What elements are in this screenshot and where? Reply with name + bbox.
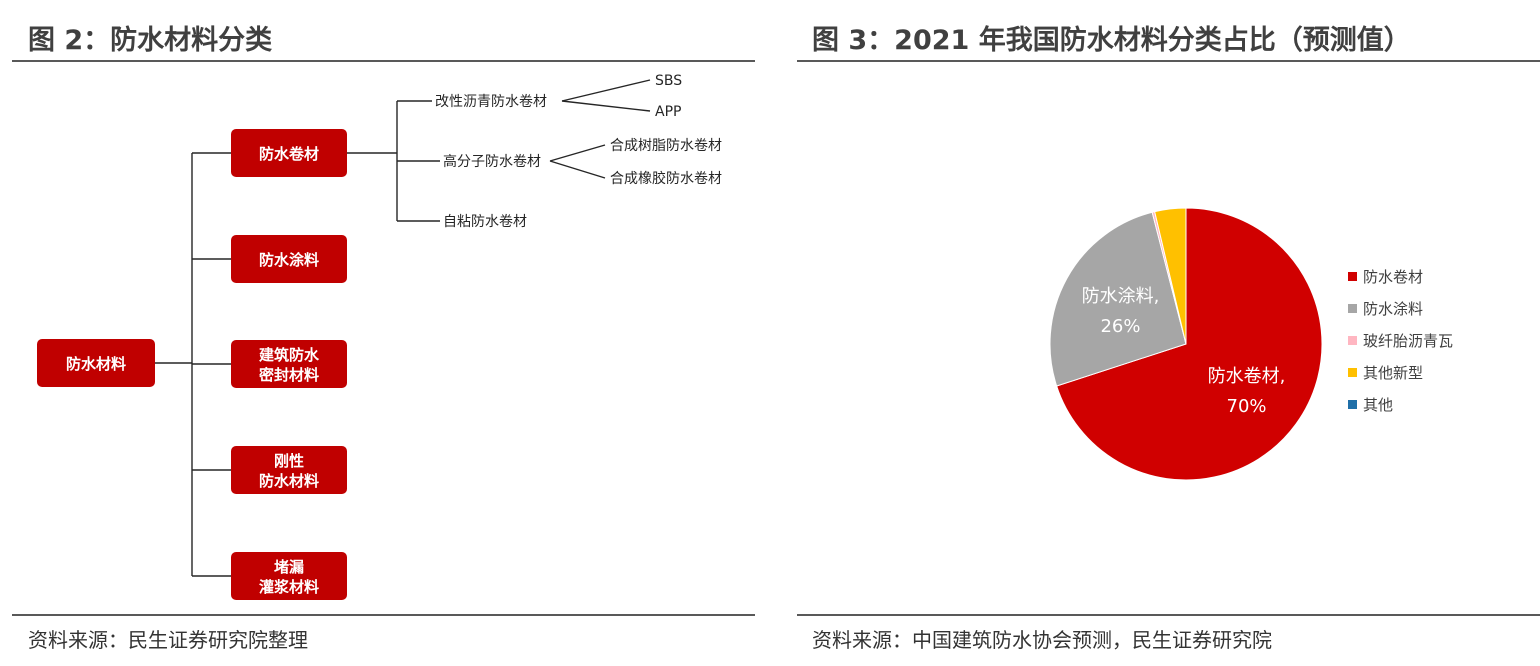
category-box-rigid: 刚性 防水材料 xyxy=(231,446,347,494)
category-label: 堵漏 xyxy=(274,558,304,576)
pie-slice xyxy=(1049,211,1187,387)
pie-slice-value: 26% xyxy=(1100,316,1140,337)
category-box-membrane: 防水卷材 xyxy=(231,129,347,177)
left-source-note: 资料来源：民生证券研究院整理 xyxy=(28,628,308,652)
root-label: 防水材料 xyxy=(66,355,126,373)
pie-slice xyxy=(1056,207,1323,481)
subtype-synthetic-rubber: 合成橡胶防水卷材 xyxy=(610,170,722,187)
right-panel-title: 图 3：2021 年我国防水材料分类占比（预测值） xyxy=(812,25,1411,56)
legend-swatch xyxy=(1348,272,1357,281)
category-label-line2: 灌浆材料 xyxy=(259,578,319,596)
pie-slice xyxy=(1154,207,1187,345)
legend-swatch xyxy=(1348,336,1357,345)
subtype-sbs: SBS xyxy=(655,73,682,89)
category-label: 防水卷材 xyxy=(259,145,319,163)
root-box: 防水材料 xyxy=(37,339,155,387)
category-box-grouting: 堵漏 灌浆材料 xyxy=(231,552,347,600)
category-box-coating: 防水涂料 xyxy=(231,235,347,283)
legend-label: 其他新型 xyxy=(1363,364,1423,382)
category-label: 防水涂料 xyxy=(259,251,319,269)
pie-chart: 防水卷材, 70% 防水涂料, 26% xyxy=(1049,207,1323,481)
left-panel-title: 图 2：防水材料分类 xyxy=(28,25,273,56)
pie-slice-label: 防水卷材, xyxy=(1208,366,1286,387)
category-label: 建筑防水 xyxy=(259,346,320,364)
classification-diagram: 防水材料 防水卷材 防水涂料 建筑防水 密封材料 刚性 防水材料 堵漏 灌浆材料… xyxy=(37,73,722,600)
right-top-rule xyxy=(797,60,1540,62)
category-label-line2: 密封材料 xyxy=(259,366,319,384)
legend-label: 防水涂料 xyxy=(1363,300,1423,318)
legend-label: 其他 xyxy=(1363,396,1393,414)
right-source-note: 资料来源：中国建筑防水协会预测，民生证券研究院 xyxy=(812,628,1272,652)
legend-swatch xyxy=(1348,400,1357,409)
category-label-line2: 防水材料 xyxy=(259,472,319,490)
subtype-synthetic-resin: 合成树脂防水卷材 xyxy=(610,138,722,154)
pie-slice-value: 70% xyxy=(1227,396,1267,417)
legend-swatch xyxy=(1348,304,1357,313)
membrane-type-polymer: 高分子防水卷材 xyxy=(443,153,541,170)
subtype-app: APP xyxy=(655,104,681,120)
legend-swatch xyxy=(1348,368,1357,377)
left-top-rule xyxy=(12,60,755,62)
left-bottom-rule xyxy=(12,614,755,616)
right-bottom-rule xyxy=(797,614,1540,616)
pie-slice-label: 防水涂料, xyxy=(1082,286,1160,307)
category-box-sealant: 建筑防水 密封材料 xyxy=(231,340,347,388)
legend-label: 防水卷材 xyxy=(1363,268,1423,286)
diagram-connectors xyxy=(155,79,651,577)
category-label: 刚性 xyxy=(274,452,304,470)
legend-label: 玻纤胎沥青瓦 xyxy=(1363,332,1453,350)
membrane-type-self-adhesive: 自粘防水卷材 xyxy=(443,214,527,230)
membrane-type-modified-bitumen: 改性沥青防水卷材 xyxy=(435,94,547,110)
